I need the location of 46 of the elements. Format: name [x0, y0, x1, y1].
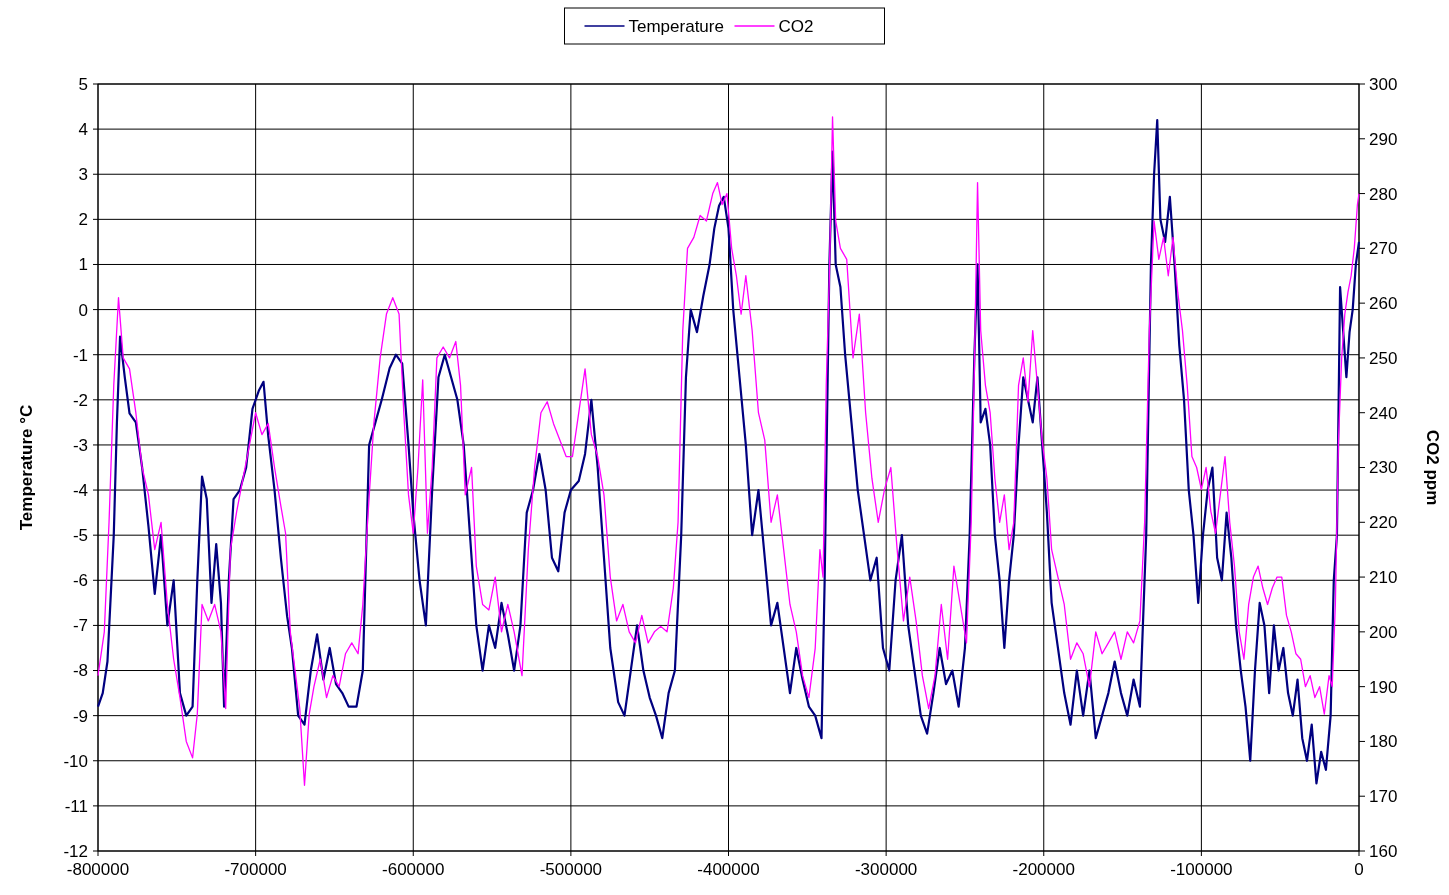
y2-tick-label: 300	[1369, 74, 1398, 94]
y-axis-title: Temperature °C	[17, 404, 36, 531]
y-tick-label: -9	[72, 706, 88, 726]
y-tick-label: 4	[78, 120, 88, 140]
y-tick-label: -8	[72, 661, 88, 681]
x-tick-label: -700000	[224, 860, 287, 879]
y2-tick-label: 160	[1369, 841, 1398, 861]
x-tick-label: -300000	[854, 860, 918, 879]
y-tick-label: -1	[72, 345, 88, 365]
y2-tick-label: 190	[1369, 677, 1398, 697]
x-tick-label: -800000	[66, 860, 130, 879]
y-tick-label: 1	[78, 255, 88, 275]
y2-tick-label: 170	[1369, 787, 1398, 807]
y2-tick-label: 230	[1369, 458, 1398, 478]
y-tick-label: -10	[63, 751, 88, 771]
x-tick-label: -200000	[1012, 860, 1075, 879]
x-tick-label: 0	[1354, 860, 1364, 879]
x-tick-label: -600000	[382, 860, 445, 879]
y-tick-label: -2	[72, 390, 88, 410]
x-tick-label: -500000	[539, 860, 603, 879]
y-tick-label: 3	[78, 165, 88, 185]
y-tick-label: -7	[72, 616, 88, 636]
y-tick-label: -6	[72, 571, 88, 591]
y-tick-label: 5	[78, 74, 88, 94]
y-tick-label: -12	[63, 841, 88, 861]
y-tick-label: 0	[78, 300, 88, 320]
legend-label: Temperature	[628, 16, 724, 36]
y2-tick-label: 210	[1369, 568, 1398, 588]
y2-tick-label: 200	[1369, 622, 1398, 642]
y2-tick-label: 220	[1369, 513, 1398, 533]
x-tick-label: -100000	[1170, 860, 1233, 879]
legend-label: CO2	[778, 16, 814, 36]
y2-tick-label: 180	[1369, 732, 1398, 752]
y2-tick-label: 260	[1369, 294, 1398, 314]
y2-tick-label: 290	[1369, 129, 1398, 149]
y-tick-label: 2	[78, 210, 88, 230]
y-tick-label: -4	[72, 481, 88, 501]
y2-tick-label: 240	[1369, 403, 1398, 423]
x-tick-label: -400000	[697, 860, 760, 879]
y2-tick-label: 280	[1369, 184, 1398, 204]
y-tick-label: -11	[64, 796, 88, 816]
y2-tick-label: 270	[1369, 239, 1398, 259]
y2-tick-label: 250	[1369, 348, 1398, 368]
y-tick-label: -5	[72, 526, 88, 546]
y-tick-label: -3	[72, 435, 88, 455]
y2-axis-title: CO2 ppm	[1423, 429, 1442, 506]
